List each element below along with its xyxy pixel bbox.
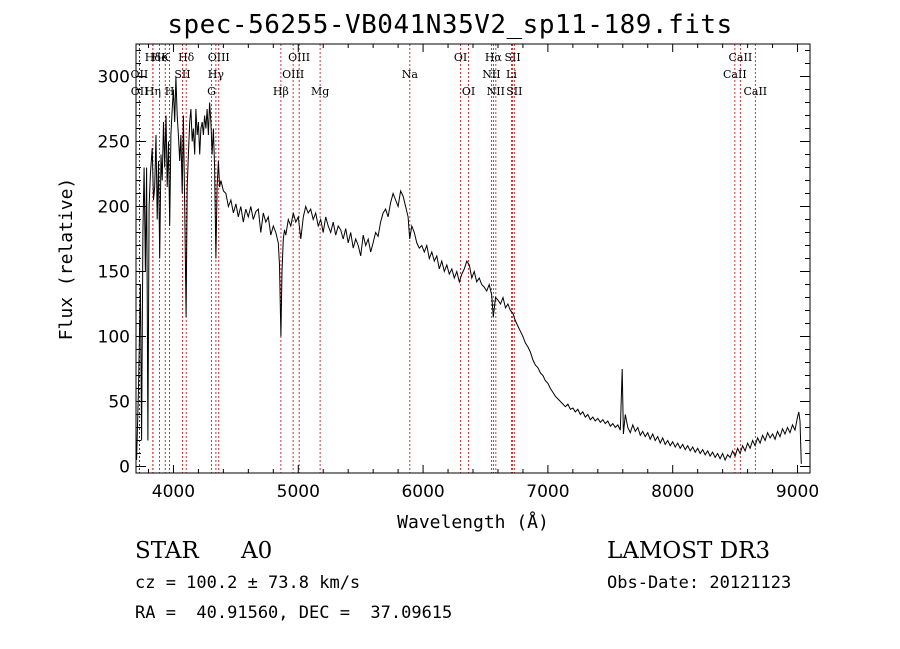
spectral-line-label: NII <box>482 68 500 81</box>
y-tick-label: 300 <box>98 68 130 88</box>
spectral-line-label: H <box>165 85 175 98</box>
spectral-line-label: Hβ <box>273 85 289 98</box>
spectral-line-label: OIII <box>282 68 304 81</box>
spectral-line-label: SII <box>506 85 522 98</box>
spectral-line-label: OI <box>462 85 475 98</box>
y-tick-label: 150 <box>98 263 130 283</box>
spectral-line-label: SII <box>174 68 190 81</box>
spectrum-series <box>136 76 802 464</box>
sky-coordinates: RA = 40.91560, DEC = 37.09615 <box>135 603 453 623</box>
spectral-line-label: OIII <box>208 51 230 64</box>
spectral-line-label: SII <box>504 51 520 64</box>
y-axis-ticks: 0 50 100 150 200 250 300 <box>98 50 810 478</box>
object-subclass: A0 <box>241 538 273 564</box>
spectral-line-label: K <box>161 51 170 64</box>
spectral-line-label: Hδ <box>145 51 162 64</box>
x-tick-label: 7000 <box>526 482 569 502</box>
spectral-line-label: Hδ <box>178 51 195 64</box>
spectral-line-label: Na <box>402 68 419 81</box>
x-axis-label: Wavelength (Å) <box>397 511 549 533</box>
x-tick-label: 6000 <box>401 482 444 502</box>
plot-frame <box>135 43 811 474</box>
survey-name: LAMOST DR3 <box>607 538 771 564</box>
spectral-line-label: CaII <box>729 51 753 64</box>
spectral-line-label: G <box>207 85 216 98</box>
spectral-line-label: Mg <box>311 85 329 98</box>
spectral-line-label: OI <box>454 51 467 64</box>
spectral-line-label: OIII <box>288 51 310 64</box>
x-tick-label: 8000 <box>651 482 694 502</box>
y-tick-label: 200 <box>98 198 130 218</box>
spectral-line-label: OII <box>131 68 149 81</box>
spectral-line-label: Hα <box>485 51 503 64</box>
spectral-line-label: NII <box>487 85 505 98</box>
observation-date: Obs-Date: 20121123 <box>607 573 792 593</box>
spectral-line-label: CaII <box>723 68 747 81</box>
x-tick-label: 9000 <box>776 482 819 502</box>
redshift-velocity: cz = 100.2 ± 73.8 km/s <box>135 573 361 593</box>
y-tick-label: 250 <box>98 133 130 153</box>
spectral-line-label: He <box>152 51 168 64</box>
y-tick-label: 0 <box>119 458 130 478</box>
x-axis-ticks: 4000 5000 6000 7000 8000 9000 <box>147 44 819 502</box>
y-axis-label: Flux (relative) <box>56 178 77 341</box>
spectral-line-markers <box>138 44 756 473</box>
spectral-line-label: Li <box>506 68 517 81</box>
y-tick-label: 100 <box>98 328 130 348</box>
y-tick-label: 50 <box>108 393 130 413</box>
spectral-line-label: Hγ <box>208 68 225 81</box>
spectral-line-label: CaII <box>743 85 767 98</box>
object-class: STAR <box>135 538 199 564</box>
x-tick-label: 4000 <box>152 482 195 502</box>
chart-title: spec-56255-VB041N35V2_sp11-189.fits <box>167 10 733 40</box>
spectral-line-label: Hη <box>145 85 161 98</box>
spectral-line-label: OII <box>131 85 149 98</box>
x-tick-label: 5000 <box>277 482 320 502</box>
